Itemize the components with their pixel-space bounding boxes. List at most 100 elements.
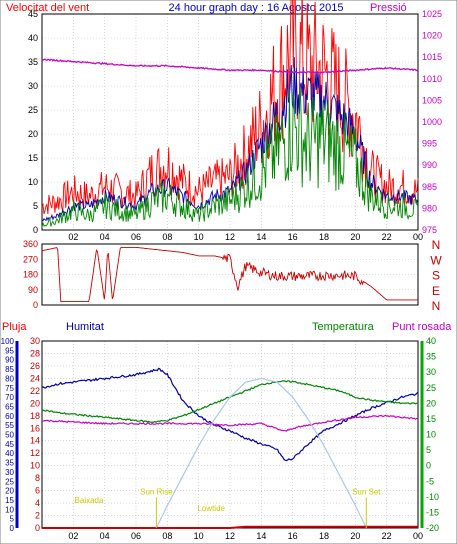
- event-annotation: Sun Rise: [140, 487, 173, 496]
- wind-tick-label: 45: [28, 9, 38, 19]
- humidity-label: Humitat: [66, 321, 104, 333]
- temperature-tick-label: 35: [426, 352, 436, 362]
- pressure-tick-label: 980: [422, 203, 437, 213]
- x-tick-label: 02: [68, 531, 78, 541]
- wind-tick-label: 30: [28, 81, 38, 91]
- x-tick-label: 06: [131, 232, 141, 242]
- temperature-tick-label: -5: [426, 476, 434, 486]
- humidity-tick-label: 25: [5, 477, 14, 486]
- x-tick-label: 20: [350, 531, 360, 541]
- x-tick-label: 10: [194, 531, 204, 541]
- temperature-tick-label: 15: [426, 414, 436, 424]
- temperature-tick-label: 20: [426, 398, 436, 408]
- pressure-tick-label: 1015: [422, 52, 442, 62]
- pressure-label: Pressió: [370, 2, 407, 14]
- rain-tick-label: 14: [30, 436, 40, 446]
- direction-tick-label: 360: [23, 239, 38, 249]
- humidity-tick-label: 95: [5, 346, 14, 355]
- humidity-series: [42, 367, 419, 462]
- wind-tick-label: 40: [28, 33, 38, 43]
- temperature-tick-label: 0: [426, 461, 431, 471]
- compass-letter: W: [430, 253, 442, 267]
- x-tick-label: 16: [288, 232, 298, 242]
- pressure-tick-label: 1005: [422, 95, 442, 105]
- rain-tick-label: 10: [30, 461, 40, 471]
- rain-tick-label: 28: [30, 348, 40, 358]
- pressure-tick-label: 990: [422, 160, 437, 170]
- temperature-tick-label: -15: [426, 507, 439, 517]
- humidity-tick-label: 10: [5, 505, 14, 514]
- humidity-tick-label: 0: [10, 524, 15, 533]
- compass-letter: N: [432, 238, 441, 252]
- x-tick-label: 16: [288, 531, 298, 541]
- direction-plot-frame: [41, 243, 419, 306]
- compass-letter: S: [432, 269, 440, 283]
- compass-letter: N: [432, 299, 441, 313]
- humidity-tick-label: 45: [5, 440, 14, 449]
- x-tick-label: 12: [225, 531, 235, 541]
- x-tick-label: 08: [162, 232, 172, 242]
- rain-tick-label: 16: [30, 423, 40, 433]
- direction-tick-label: 180: [23, 270, 38, 280]
- humidity-tick-label: 100: [1, 337, 15, 346]
- wind-tick-label: 5: [33, 201, 38, 211]
- humidity-tick-label: 80: [5, 374, 14, 383]
- rain-tick-label: 30: [30, 336, 40, 346]
- wind-tick-label: 20: [28, 129, 38, 139]
- rain-tick-label: 20: [30, 398, 40, 408]
- wind-tick-label: 10: [28, 177, 38, 187]
- temperature-tick-label: 10: [426, 430, 436, 440]
- pressure-tick-label: 1025: [422, 9, 442, 19]
- x-tick-label: 06: [131, 531, 141, 541]
- humidity-tick-label: 65: [5, 402, 14, 411]
- event-annotation: Baixada: [75, 496, 104, 505]
- temperature-tick-label: 5: [426, 445, 431, 455]
- x-tick-label: 10: [194, 232, 204, 242]
- humidity-tick-label: 75: [5, 384, 14, 393]
- temperature-tick-label: 30: [426, 367, 436, 377]
- humidity-tick-label: 30: [5, 468, 14, 477]
- rain-tick-label: 24: [30, 373, 40, 383]
- direction-series: [41, 246, 418, 303]
- dewpoint-label: Punt rosada: [392, 321, 452, 333]
- rain-series: [42, 525, 418, 529]
- x-tick-label: 02: [68, 232, 78, 242]
- wind-pressure-panel: 02 04 06 08 10 12 14 16 18 20 22 000510152025303540…: [28, 0, 442, 242]
- pressure-tick-label: 1000: [422, 117, 442, 127]
- rain-tick-label: 26: [30, 361, 40, 371]
- graph-title: 24 hour graph day : 16 Agosto 2015: [169, 2, 344, 14]
- x-tick-label: 18: [319, 232, 329, 242]
- event-annotation: Sun Set: [352, 487, 381, 496]
- speed-series: [41, 87, 419, 228]
- rain-tick-label: 22: [30, 386, 40, 396]
- pressure-series: [41, 58, 419, 74]
- x-tick-label: 08: [162, 531, 172, 541]
- rain-tick-label: 0: [35, 523, 40, 533]
- x-tick-label: 22: [382, 232, 392, 242]
- direction-tick-label: 90: [28, 285, 38, 295]
- solar-series: [155, 377, 367, 529]
- temperature-label: Temperatura: [312, 321, 375, 333]
- compass-letter: E: [432, 284, 440, 298]
- x-tick-label: 12: [225, 232, 235, 242]
- rain-tick-label: 12: [30, 448, 40, 458]
- event-annotation: Lowtide: [197, 504, 225, 513]
- rain-tick-label: 8: [35, 473, 40, 483]
- wind-plot-frame: [41, 13, 419, 231]
- humidity-tick-label: 55: [5, 421, 14, 430]
- pressure-tick-label: 1010: [422, 74, 442, 84]
- wind-tick-label: 0: [33, 225, 38, 235]
- humidity-tick-label: 85: [5, 365, 14, 374]
- rain-tick-label: 18: [30, 411, 40, 421]
- humidity-tick-label: 90: [5, 356, 14, 365]
- x-tick-label: 22: [382, 531, 392, 541]
- x-tick-label: 00: [413, 232, 423, 242]
- humidity-tick-label: 50: [5, 431, 14, 440]
- x-tick-label: 14: [256, 232, 266, 242]
- humidity-tick-label: 5: [10, 515, 15, 524]
- pressure-tick-label: 995: [422, 139, 437, 149]
- rain-label: Pluja: [2, 321, 27, 333]
